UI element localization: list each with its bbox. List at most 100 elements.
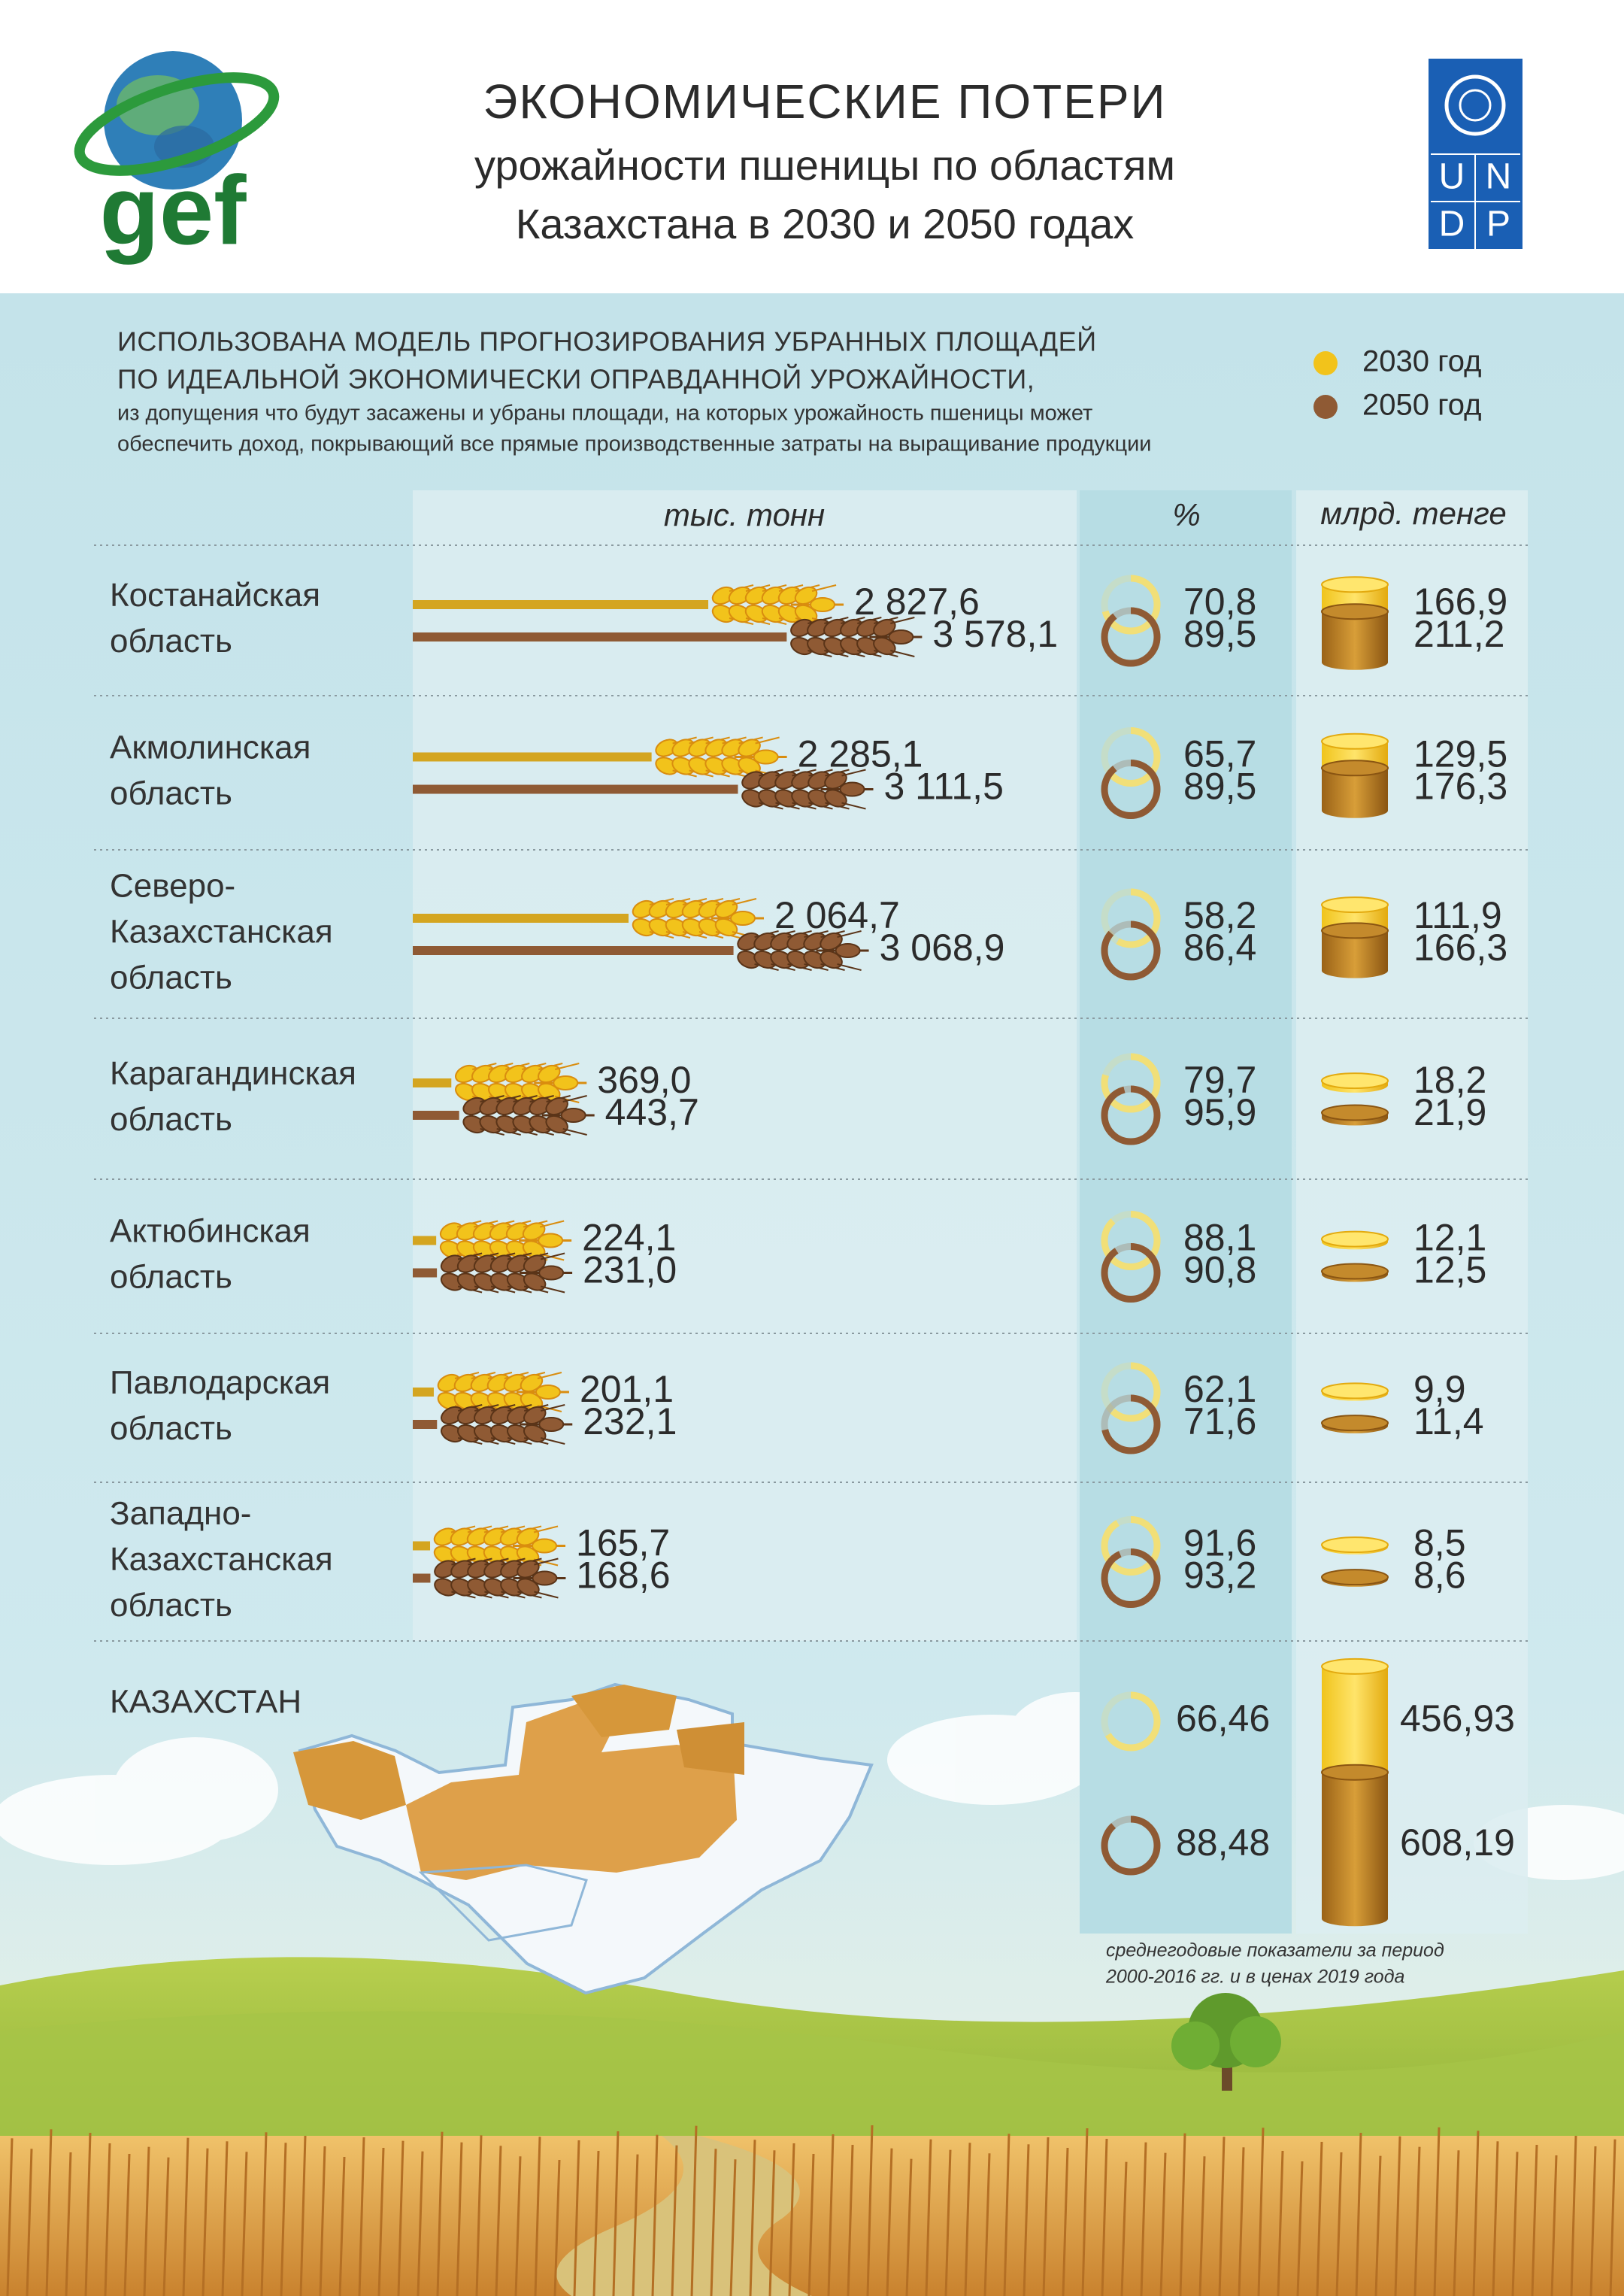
money-label: 456,93 [1400,1697,1515,1739]
percent-ring [1101,1053,1161,1113]
region-name: Западно- [110,1495,251,1532]
coin-top [1321,1536,1389,1554]
coin-top [1321,1569,1389,1586]
coin-top [1321,1382,1389,1400]
wheat-icon [462,1095,595,1136]
coin-bottom [1322,654,1388,670]
intro-text: ПО ИДЕАЛЬНОЙ ЭКОНОМИЧЕСКИ ОПРАВДАННОЙ УР… [117,363,1035,395]
wheat-icon [711,584,844,625]
wheat-awn [540,1252,565,1260]
percent-label: 93,2 [1183,1554,1256,1597]
wheat-icon [790,617,923,657]
coin-top [1321,732,1389,750]
header-bg [0,0,1624,293]
percent-panel [1080,490,1292,1934]
wheat-kernel [820,932,843,951]
money-label: 166,9 [1413,581,1507,623]
region-name: область [110,1101,232,1138]
title: ЭКОНОМИЧЕСКИЕ ПОТЕРИ [483,74,1166,129]
wheat-kernel [538,1233,564,1248]
wheat-kernel [714,899,738,919]
wheat-kernel [753,749,779,765]
percent-label: 65,7 [1183,733,1256,775]
column-header: млрд. тенге [1320,496,1506,531]
hills [0,2011,1624,2151]
money-label: 211,2 [1413,613,1504,655]
wheat-awn [534,1557,559,1566]
wheat-kernel [810,597,836,612]
wheat-awn [540,1285,565,1294]
wheat-awn [534,1591,559,1599]
wheat-kernel [545,1096,568,1116]
coin-top [1321,1104,1389,1121]
tonnes-label: 443,7 [605,1091,699,1133]
legend-label: 2030 год [1362,345,1482,378]
column-header: % [1172,497,1200,532]
percent-label: 62,1 [1183,1368,1256,1410]
undp-letter: N [1486,157,1512,197]
wheat-kernel [553,1075,579,1090]
wheat-awn [837,963,862,971]
wheat-icon [441,1404,573,1445]
coin-top [1321,1764,1389,1781]
wheat-kernel [522,1222,546,1241]
coin-stack [1322,611,1388,663]
percent-ring [1101,1362,1161,1422]
tonnes-label: 224,1 [582,1217,676,1259]
coin-top [1321,1415,1389,1432]
wheat-kernel [523,1424,547,1443]
tonnes-label: 2 285,1 [798,733,923,775]
money-label: 9,9 [1413,1368,1466,1410]
wheat-awn [562,1095,587,1103]
footnote: среднегодовые показатели за период [1106,1940,1444,1961]
coin-top [1321,1230,1389,1248]
money-label: 11,4 [1413,1400,1484,1442]
money-label: 12,1 [1413,1217,1486,1259]
coin-stack [1322,1772,1388,1919]
region-name: Казахстанская [110,914,333,951]
undp-logo: U N D P [1429,59,1522,249]
wheat-awn [841,769,866,777]
money-label: 21,9 [1413,1091,1486,1133]
money-label: 129,5 [1413,733,1507,775]
wheat-awn [539,1220,565,1228]
tonnes-label: 2 827,6 [854,581,980,623]
legend-dot [1313,395,1338,419]
money-label: 12,5 [1413,1249,1486,1291]
percent-ring [1101,1691,1161,1752]
wheat-kernel [520,1373,544,1393]
tonnes-label: 3 111,5 [883,766,1003,808]
wheat-kernel [538,1064,561,1084]
tree [1171,1993,1281,2091]
wheat-awn [890,617,915,624]
money-label: 18,2 [1413,1059,1486,1101]
wheat-kernel [523,1254,547,1273]
wheat-kernel [824,789,847,808]
percent-ring [1101,888,1161,948]
tonnes-panel [413,490,1077,1641]
tonnes-label: 369,0 [597,1059,691,1101]
region-name: область [110,1587,232,1624]
total-name: КАЗАХСТАН [110,1684,301,1721]
coin-top [1321,896,1389,914]
money-label: 608,19 [1400,1821,1515,1864]
wheat-awn [841,802,866,810]
coin-top [1321,1263,1389,1280]
wheat-kernel [888,629,914,645]
subtitle: Казахстана в 2030 и 2050 годах [516,200,1134,247]
wheat-kernel [738,739,761,757]
wheat-awn [555,1063,580,1070]
percent-label: 91,6 [1183,1522,1256,1564]
region-name: область [110,1410,232,1447]
wheat-kernel [824,771,847,790]
money-label: 111,9 [1413,894,1502,936]
table: Костанайская область 2 827,6 70,8 166,9 3 578… [94,544,1528,1927]
percent-label: 88,1 [1183,1217,1256,1259]
region-name: Акмолинская [110,729,311,766]
percent-label: 88,48 [1176,1821,1270,1864]
wheat-awn [732,898,757,905]
road [556,2136,812,2296]
percent-ring [1101,1211,1161,1270]
wheat-kernel [560,1108,586,1123]
